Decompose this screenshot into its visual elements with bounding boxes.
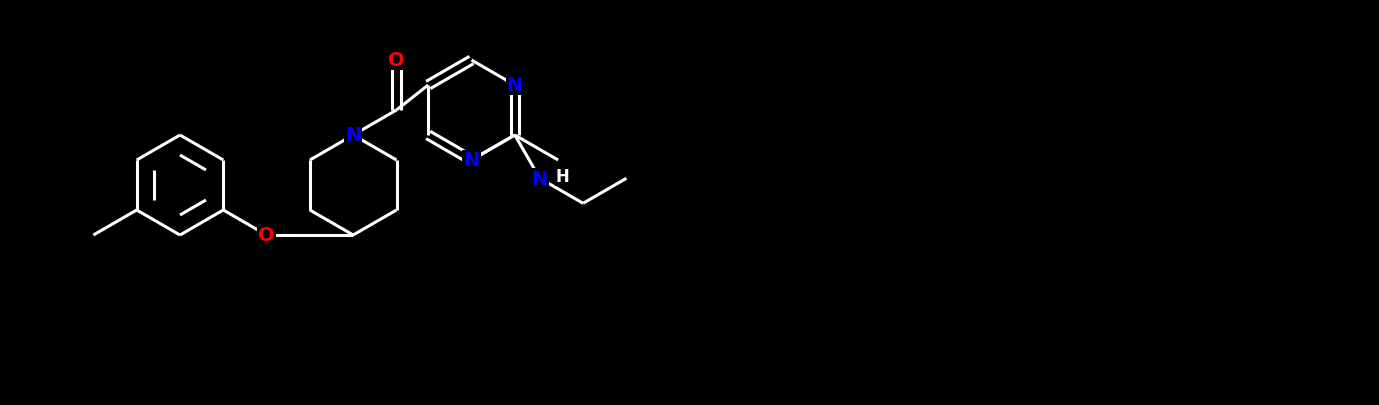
- Text: N: N: [532, 169, 547, 188]
- Text: N: N: [345, 126, 361, 145]
- Text: N: N: [506, 76, 523, 95]
- Text: O: O: [389, 51, 405, 70]
- Text: N: N: [463, 151, 480, 170]
- Text: H: H: [556, 167, 570, 185]
- Text: O: O: [258, 226, 274, 245]
